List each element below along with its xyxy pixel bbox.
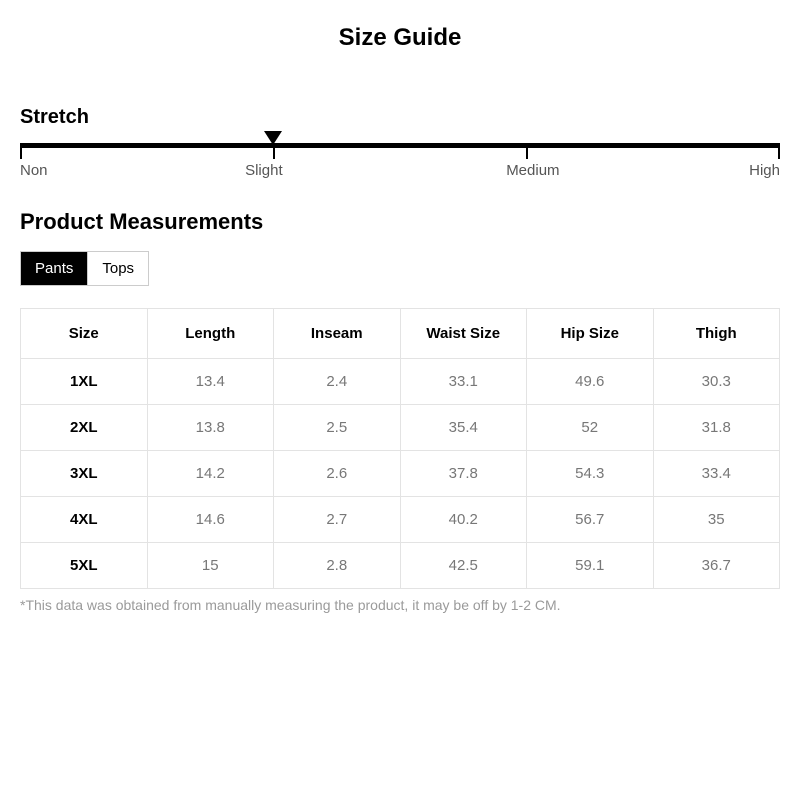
slider-option-label: Medium <box>506 162 559 179</box>
value-cell: 14.2 <box>147 451 274 497</box>
table-body: 1XL13.42.433.149.630.32XL13.82.535.45231… <box>21 359 780 589</box>
value-cell: 33.4 <box>653 451 780 497</box>
value-cell: 31.8 <box>653 405 780 451</box>
value-cell: 49.6 <box>527 359 654 405</box>
table-column-header: Size <box>21 309 148 359</box>
tab-pants[interactable]: Pants <box>21 252 87 285</box>
value-cell: 35.4 <box>400 405 527 451</box>
table-column-header: Waist Size <box>400 309 527 359</box>
value-cell: 35 <box>653 497 780 543</box>
slider-option-label: Non <box>20 162 48 179</box>
table-column-header: Hip Size <box>527 309 654 359</box>
table-header-row: SizeLengthInseamWaist SizeHip SizeThigh <box>21 309 780 359</box>
size-guide-container: Size Guide Stretch Non Slight Medium High P… <box>0 0 800 613</box>
value-cell: 54.3 <box>527 451 654 497</box>
page-title: Size Guide <box>20 24 780 52</box>
value-cell: 59.1 <box>527 543 654 589</box>
slider-labels: Non Slight Medium High <box>20 162 780 179</box>
table-row: 3XL14.22.637.854.333.4 <box>21 451 780 497</box>
table-row: 4XL14.62.740.256.735 <box>21 497 780 543</box>
slider-pointer-icon <box>264 131 282 145</box>
table-column-header: Thigh <box>653 309 780 359</box>
size-cell: 3XL <box>21 451 148 497</box>
table-column-header: Length <box>147 309 274 359</box>
footnote: *This data was obtained from manually me… <box>20 597 780 613</box>
value-cell: 2.6 <box>274 451 401 497</box>
stretch-label: Stretch <box>20 106 780 129</box>
slider-track <box>20 143 780 148</box>
value-cell: 52 <box>527 405 654 451</box>
tab-tops[interactable]: Tops <box>87 252 148 285</box>
slider-tick <box>273 143 275 159</box>
value-cell: 40.2 <box>400 497 527 543</box>
value-cell: 30.3 <box>653 359 780 405</box>
value-cell: 33.1 <box>400 359 527 405</box>
value-cell: 36.7 <box>653 543 780 589</box>
slider-tick <box>778 143 780 159</box>
slider-tick <box>526 143 528 159</box>
value-cell: 2.4 <box>274 359 401 405</box>
value-cell: 42.5 <box>400 543 527 589</box>
slider-option-label: High <box>749 162 780 179</box>
table-row: 1XL13.42.433.149.630.3 <box>21 359 780 405</box>
slider-tick <box>20 143 22 159</box>
size-cell: 5XL <box>21 543 148 589</box>
size-cell: 2XL <box>21 405 148 451</box>
value-cell: 2.8 <box>274 543 401 589</box>
size-cell: 4XL <box>21 497 148 543</box>
stretch-slider: Non Slight Medium High <box>20 143 780 179</box>
table-column-header: Inseam <box>274 309 401 359</box>
value-cell: 14.6 <box>147 497 274 543</box>
measurement-tabs: PantsTops <box>20 251 149 286</box>
slider-option-label: Slight <box>245 162 283 179</box>
table-row: 2XL13.82.535.45231.8 <box>21 405 780 451</box>
table-row: 5XL152.842.559.136.7 <box>21 543 780 589</box>
value-cell: 56.7 <box>527 497 654 543</box>
size-cell: 1XL <box>21 359 148 405</box>
value-cell: 15 <box>147 543 274 589</box>
size-table: SizeLengthInseamWaist SizeHip SizeThigh … <box>20 308 780 589</box>
value-cell: 37.8 <box>400 451 527 497</box>
measurements-heading: Product Measurements <box>20 209 780 235</box>
value-cell: 2.7 <box>274 497 401 543</box>
value-cell: 2.5 <box>274 405 401 451</box>
value-cell: 13.8 <box>147 405 274 451</box>
value-cell: 13.4 <box>147 359 274 405</box>
